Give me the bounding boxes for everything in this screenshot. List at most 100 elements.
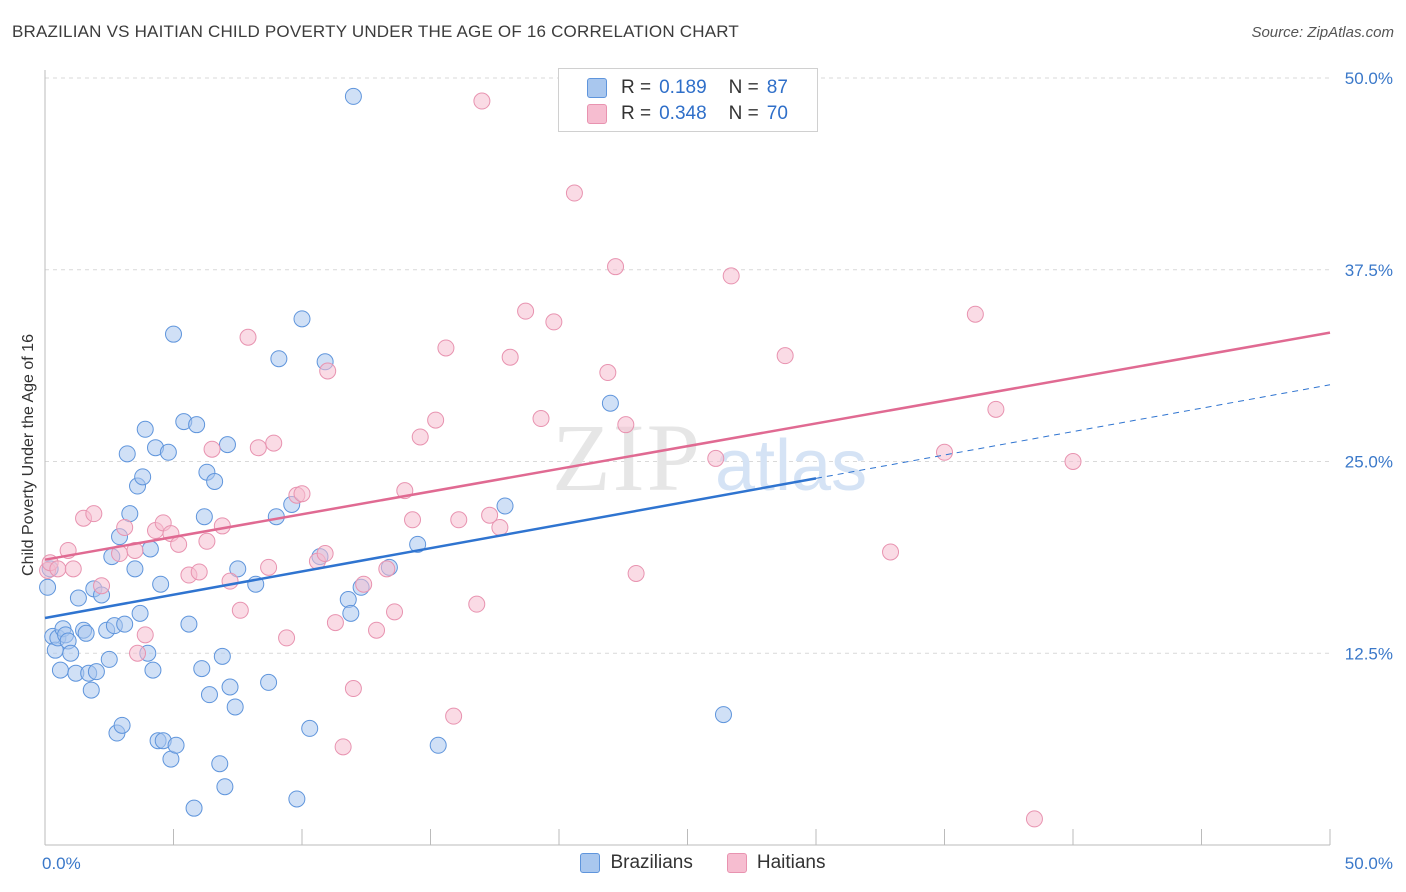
brazilians-point	[344, 87, 362, 105]
haitians-point	[368, 621, 386, 639]
haitians-point	[707, 449, 725, 467]
legend-row-brazilians: R = 0.189 N = 87	[587, 75, 788, 101]
brazilians-point	[159, 443, 177, 461]
haitians-point	[136, 626, 154, 644]
haitians-point	[239, 328, 257, 346]
haitians-point	[450, 511, 468, 529]
brazilians-point	[288, 790, 306, 808]
haitians-point	[334, 738, 352, 756]
haitians-trend-line	[44, 331, 1331, 561]
legend-n-value: 87	[766, 77, 788, 98]
brazilians-point	[496, 497, 514, 515]
haitians-point	[190, 563, 208, 581]
haitians-point	[722, 267, 740, 285]
haitians-point	[221, 572, 239, 590]
y-tick-label: 50.0%	[1345, 69, 1393, 88]
brazilians-point	[339, 591, 357, 609]
legend-n-label: N =	[728, 77, 759, 98]
brazilians-point	[77, 624, 95, 642]
brazilians-point	[152, 575, 170, 593]
brazilians-point	[180, 615, 198, 633]
haitians-point	[617, 416, 635, 434]
legend-r-value: 0.348	[659, 103, 707, 124]
bottom-legend-brazilians-label: Brazilians	[610, 852, 693, 873]
haitians-point	[260, 558, 278, 576]
haitians-point	[404, 511, 422, 529]
haitians-point	[319, 362, 337, 380]
brazilians-point	[134, 468, 152, 486]
brazilians-point	[301, 719, 319, 737]
haitians-point	[491, 518, 509, 536]
brazilians-point	[118, 445, 136, 463]
legend-box: R = 0.189 N = 87 R = 0.348 N = 70	[558, 68, 818, 132]
haitians-point	[1025, 810, 1043, 828]
legend-row-haitians: R = 0.348 N = 70	[587, 101, 788, 127]
x-tick-label: 0.0%	[42, 854, 81, 873]
brazilians-point	[39, 578, 57, 596]
brazilians-point	[216, 778, 234, 796]
haitians-point	[49, 560, 67, 578]
brazilians-point	[293, 310, 311, 328]
axes	[44, 70, 1331, 846]
brazilians-point	[229, 560, 247, 578]
haitians-point	[64, 560, 82, 578]
brazilians-point	[116, 615, 134, 633]
y-tick-label: 12.5%	[1345, 644, 1393, 663]
brazilians-point	[188, 416, 206, 434]
haitians-point	[545, 313, 563, 331]
brazilians-point	[193, 660, 211, 678]
haitians-swatch	[587, 104, 607, 124]
brazilians-swatch	[587, 78, 607, 98]
brazilians-point	[167, 736, 185, 754]
haitians-point	[198, 532, 216, 550]
haitians-point	[231, 601, 249, 619]
haitians-point	[627, 564, 645, 582]
haitians-point	[293, 485, 311, 503]
haitians-points	[39, 92, 1082, 828]
trend-lines	[44, 331, 1331, 620]
brazilians-point	[136, 420, 154, 438]
bottom-legend-haitians: Haitians	[726, 852, 826, 874]
x-tick-label: 50.0%	[1345, 854, 1393, 873]
haitians-point	[501, 348, 519, 366]
haitians-point	[265, 434, 283, 452]
haitians-point	[386, 603, 404, 621]
haitians-point	[93, 577, 111, 595]
haitians-point	[966, 305, 984, 323]
legend-r-label: R =	[621, 77, 652, 98]
bottom-legend: Brazilians Haitians	[0, 852, 1406, 874]
haitians-point	[517, 302, 535, 320]
haitians-point	[882, 543, 900, 561]
haitians-point	[607, 258, 625, 276]
haitians-point	[1064, 453, 1082, 470]
haitians-point	[411, 428, 429, 446]
haitians-point	[481, 506, 499, 524]
legend-r-value: 0.189	[659, 77, 707, 98]
brazilians-point	[165, 325, 182, 343]
haitians-point	[473, 92, 491, 110]
brazilians-point	[51, 661, 69, 679]
brazilians-point	[100, 650, 118, 668]
haitians-point	[532, 410, 550, 428]
brazilians-point	[69, 589, 87, 607]
brazilians-point	[126, 560, 144, 578]
brazilians-point	[342, 604, 360, 622]
legend-r-label: R =	[621, 103, 652, 124]
haitians-point	[249, 439, 267, 457]
legend-n-label: N =	[728, 103, 759, 124]
haitians-point	[437, 339, 455, 357]
y-axis-label: Child Poverty Under the Age of 16	[20, 334, 37, 576]
legend-n-value: 70	[766, 103, 788, 124]
haitians-point	[776, 347, 794, 365]
brazilians-point	[226, 698, 244, 716]
brazilians-point	[260, 673, 278, 691]
haitians-point	[326, 614, 344, 632]
brazilians-point	[409, 535, 427, 553]
y-tick-label: 37.5%	[1345, 261, 1393, 280]
brazilians-point	[113, 716, 131, 734]
brazilians-point	[270, 350, 288, 368]
tick-labels: 12.5% 25.0% 37.5% 50.0% 0.0% 50.0%	[42, 69, 1393, 873]
brazilians-point	[601, 394, 619, 412]
brazilians-point	[82, 681, 100, 699]
